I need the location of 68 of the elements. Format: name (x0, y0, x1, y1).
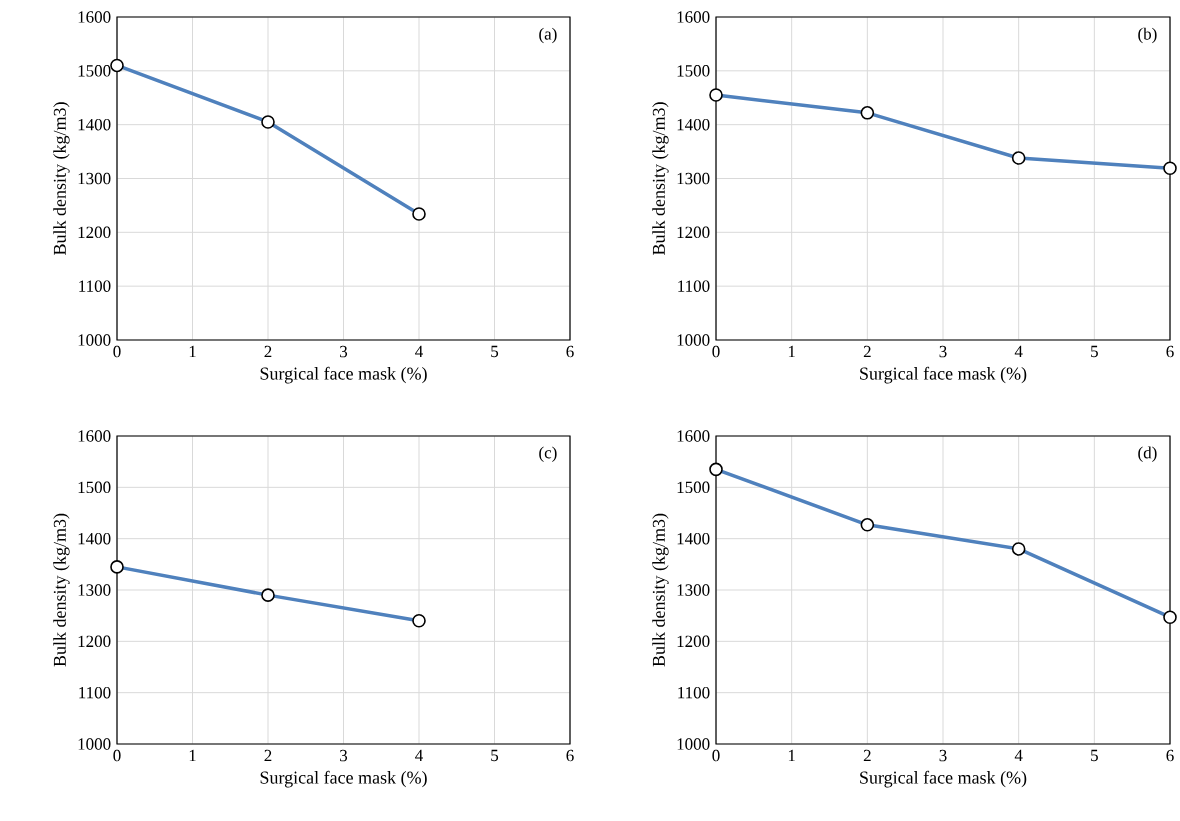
x-tick-label: 2 (264, 749, 272, 762)
y-tick-label: 1400 (677, 118, 710, 131)
x-tick-label: 3 (340, 345, 348, 358)
y-tick-label: 1300 (78, 584, 111, 596)
x-tick-label: 5 (1091, 345, 1098, 358)
y-tick-label: 1500 (677, 65, 710, 77)
x-tick-label: 0 (712, 749, 720, 762)
y-tick-label: 1100 (79, 686, 111, 699)
x-tick-label: 6 (566, 749, 574, 762)
x-tick-label: 4 (415, 749, 423, 762)
y-tick-label: 1000 (677, 334, 710, 346)
x-tick-label: 2 (863, 345, 871, 358)
y-tick-label: 1100 (678, 280, 710, 292)
y-tick-label: 1600 (78, 430, 111, 442)
y-tick-label: 1100 (79, 280, 111, 292)
x-tick-label: 2 (264, 345, 272, 358)
y-tick-label: 1600 (78, 11, 111, 23)
y-tick-label: 1400 (78, 532, 111, 545)
y-tick-label: 1500 (677, 481, 710, 494)
y-tick-label: 1500 (78, 65, 111, 77)
y-tick-label: 1400 (677, 532, 710, 545)
y-tick-label: 1200 (78, 226, 111, 239)
annotation: (d) (1138, 446, 1157, 462)
y-axis-title: Bulk density (kg/m3) (53, 513, 70, 667)
x-tick-label: 0 (113, 345, 121, 358)
x-tick-label: 5 (1091, 749, 1098, 762)
y-tick-label: 1300 (78, 172, 111, 185)
y-tick-label: 1500 (78, 481, 111, 494)
y-tick-label: 1600 (677, 11, 710, 23)
y-tick-label: 1300 (677, 172, 710, 185)
x-axis-title: Surgical face mask (%) (860, 770, 1027, 788)
y-tick-label: 1000 (78, 334, 111, 346)
x-tick-label: 0 (113, 749, 121, 762)
y-tick-label: 1200 (78, 635, 111, 648)
x-tick-label: 3 (340, 749, 348, 762)
x-tick-label: 3 (939, 749, 947, 762)
x-axis-title: Surgical face mask (%) (860, 366, 1027, 384)
x-tick-label: 6 (1166, 345, 1174, 358)
y-tick-label: 1100 (678, 686, 710, 699)
x-tick-label: 5 (491, 749, 499, 762)
x-axis-title: Surgical face mask (%) (260, 366, 427, 384)
y-tick-label: 1400 (78, 118, 111, 131)
y-axis-title: Bulk density (kg/m3) (652, 513, 669, 667)
x-tick-label: 1 (788, 345, 795, 358)
y-tick-label: 1000 (78, 738, 111, 750)
x-tick-label: 3 (939, 345, 947, 358)
annotation: (b) (1138, 27, 1157, 44)
x-tick-label: 2 (863, 749, 871, 762)
x-tick-label: 1 (189, 345, 196, 358)
y-tick-label: 1600 (677, 430, 710, 442)
x-tick-label: 5 (491, 345, 499, 358)
y-tick-label: 1200 (677, 635, 710, 648)
x-tick-label: 4 (1014, 749, 1023, 762)
y-axis-title: Bulk density (kg/m3) (652, 102, 669, 255)
x-tick-label: 6 (1166, 749, 1174, 762)
x-tick-label: 6 (566, 345, 574, 358)
y-axis-title: Bulk density (kg/m3) (53, 102, 70, 255)
annotation: (a) (539, 27, 557, 44)
x-tick-label: 4 (1014, 345, 1023, 358)
y-tick-label: 1000 (677, 738, 710, 750)
y-tick-label: 1300 (677, 584, 710, 596)
annotation: (c) (539, 446, 557, 462)
x-axis-title: Surgical face mask (%) (260, 770, 427, 788)
x-tick-label: 0 (712, 345, 720, 358)
x-tick-label: 4 (415, 345, 423, 358)
y-tick-label: 1200 (677, 226, 710, 239)
x-tick-label: 1 (788, 749, 795, 762)
x-tick-label: 1 (189, 749, 196, 762)
